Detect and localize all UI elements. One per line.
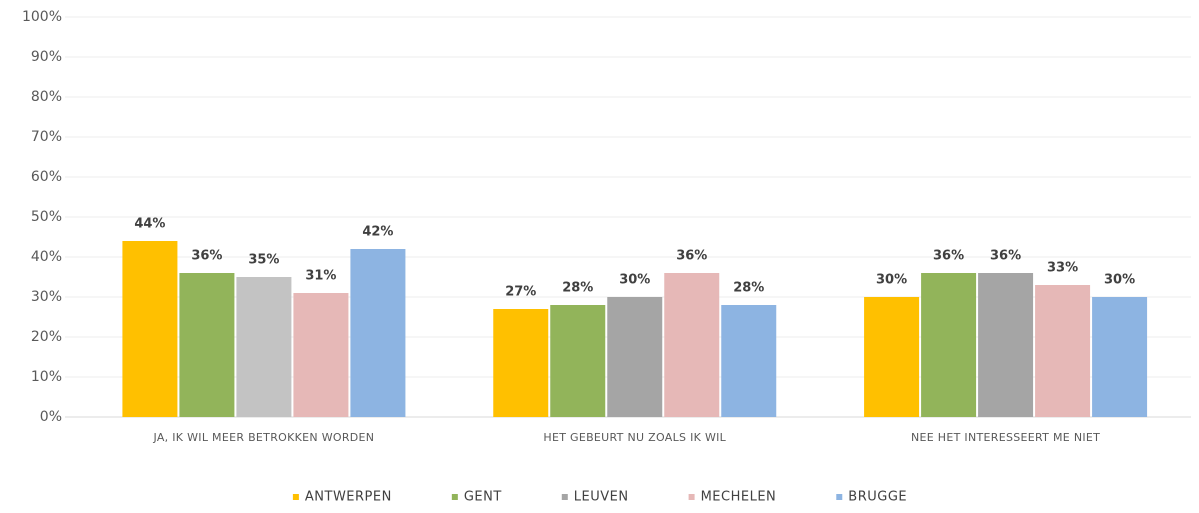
legend-marker xyxy=(836,494,843,500)
data-label: 44% xyxy=(134,217,165,232)
bar xyxy=(550,305,606,417)
legend-marker xyxy=(688,494,695,500)
bar xyxy=(721,305,777,417)
bar xyxy=(493,309,549,417)
bar xyxy=(921,273,977,417)
bar xyxy=(607,297,663,417)
data-label: 31% xyxy=(305,269,336,284)
data-label: 30% xyxy=(1104,273,1135,288)
data-label: 36% xyxy=(933,249,964,264)
y-tick-label: 0% xyxy=(40,409,62,425)
x-tick-label: JA, IK WIL MEER BETROKKEN WORDEN xyxy=(152,431,374,444)
bar xyxy=(1092,297,1148,417)
bar xyxy=(978,273,1034,417)
data-label: 42% xyxy=(362,225,393,240)
legend-marker xyxy=(451,494,458,500)
legend-label: LEUVEN xyxy=(574,490,629,505)
legend-marker xyxy=(561,494,568,500)
y-tick-label: 30% xyxy=(31,289,62,305)
bar xyxy=(236,277,292,417)
data-label: 35% xyxy=(248,253,279,268)
legend-label: MECHELEN xyxy=(701,490,777,505)
data-label: 28% xyxy=(733,281,764,296)
legend-marker xyxy=(292,494,299,500)
y-tick-label: 40% xyxy=(31,249,62,265)
data-label: 33% xyxy=(1047,261,1078,276)
y-tick-label: 60% xyxy=(31,169,62,185)
y-tick-label: 10% xyxy=(31,369,62,385)
y-tick-label: 70% xyxy=(31,129,62,145)
bar xyxy=(179,273,235,417)
y-tick-label: 80% xyxy=(31,89,62,105)
bar xyxy=(293,293,349,417)
data-label: 30% xyxy=(619,273,650,288)
bar xyxy=(350,249,406,417)
y-tick-label: 20% xyxy=(31,329,62,345)
x-tick-label: NEE HET INTERESSEERT ME NIET xyxy=(911,431,1100,444)
bar xyxy=(122,241,178,417)
data-label: 36% xyxy=(990,249,1021,264)
legend-label: ANTWERPEN xyxy=(305,490,392,505)
data-label: 27% xyxy=(505,285,536,300)
x-tick-label: HET GEBEURT NU ZOALS IK WIL xyxy=(543,431,726,444)
data-label: 30% xyxy=(876,273,907,288)
bar xyxy=(664,273,720,417)
y-tick-label: 90% xyxy=(31,49,62,65)
legend-label: BRUGGE xyxy=(848,490,907,505)
data-label: 36% xyxy=(191,249,222,264)
y-tick-label: 100% xyxy=(22,9,62,25)
data-label: 36% xyxy=(676,249,707,264)
bar xyxy=(864,297,920,417)
legend-label: GENT xyxy=(464,490,502,505)
data-label: 28% xyxy=(562,281,593,296)
bar xyxy=(1035,285,1091,417)
y-tick-label: 50% xyxy=(31,209,62,225)
